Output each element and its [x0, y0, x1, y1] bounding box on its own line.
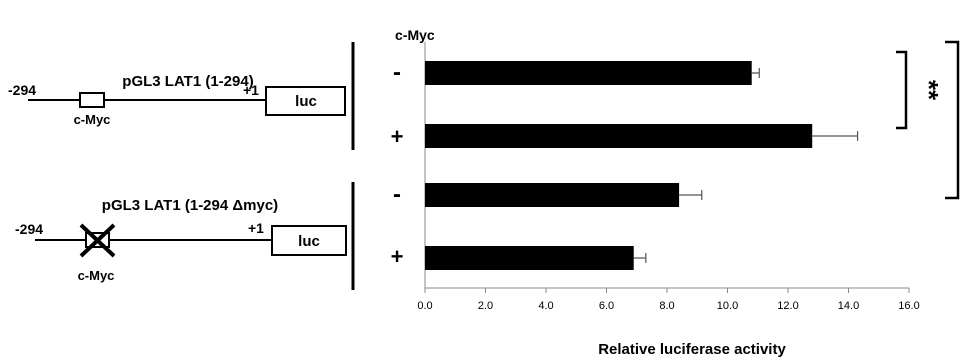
x-tick-label: 10.0: [717, 300, 738, 312]
bar-2: [425, 124, 812, 148]
significance-label-1: **: [914, 80, 944, 101]
x-tick-label: 6.0: [599, 300, 614, 312]
error-bar-1: [752, 68, 760, 78]
construct-1: pGL3 LAT1 (1-294) -294 c-Myc +1 luc: [8, 73, 345, 127]
treatment-label-1: -: [393, 59, 401, 86]
x-tick-label: 12.0: [777, 300, 798, 312]
treatment-label-2: +: [391, 124, 404, 149]
x-tick-label: 8.0: [659, 300, 674, 312]
construct-1-tss-label: +1: [243, 82, 259, 98]
construct-2: pGL3 LAT1 (1-294 Δmyc) -294 c-Myc +1 luc: [15, 197, 346, 283]
construct-1-start-label: -294: [8, 82, 36, 98]
construct-2-title: pGL3 LAT1 (1-294 Δmyc): [102, 197, 278, 214]
cmyc-column-header: c-Myc: [395, 27, 435, 43]
x-tick-label: 2.0: [478, 300, 493, 312]
bar-1: [425, 61, 752, 85]
bar-3: [425, 183, 679, 207]
error-bar-3: [679, 190, 702, 200]
construct-1-title: pGL3 LAT1 (1-294): [122, 73, 253, 90]
bar-4: [425, 246, 634, 270]
x-tick-label: 4.0: [538, 300, 553, 312]
construct-2-tss-label: +1: [248, 220, 264, 236]
x-tick-label: 0.0: [417, 300, 432, 312]
construct-1-cmyc-site-box: [80, 93, 104, 107]
significance-label-2: *: [962, 113, 974, 124]
treatment-label-3: -: [393, 181, 401, 208]
error-bar-4: [634, 253, 646, 263]
construct-1-cmyc-site-label: c-Myc: [74, 112, 111, 127]
construct-2-luc-label: luc: [298, 233, 320, 250]
bar-chart: 0.0 2.0 4.0 6.0 8.0 10.0 12.0 14.0 16.0 Relative…: [417, 42, 919, 358]
construct-2-start-label: -294: [15, 221, 43, 237]
treatment-label-4: +: [391, 244, 404, 269]
x-axis-label: Relative luciferase activity: [598, 341, 786, 358]
construct-2-cmyc-site-label: c-Myc: [78, 268, 115, 283]
significance-bracket-1: **: [896, 52, 944, 128]
x-tick-label: 14.0: [838, 300, 859, 312]
construct-1-luc-label: luc: [295, 93, 317, 110]
error-bar-2: [812, 131, 857, 141]
x-tick-label: 16.0: [898, 300, 919, 312]
significance-bracket-2: *: [945, 42, 974, 198]
